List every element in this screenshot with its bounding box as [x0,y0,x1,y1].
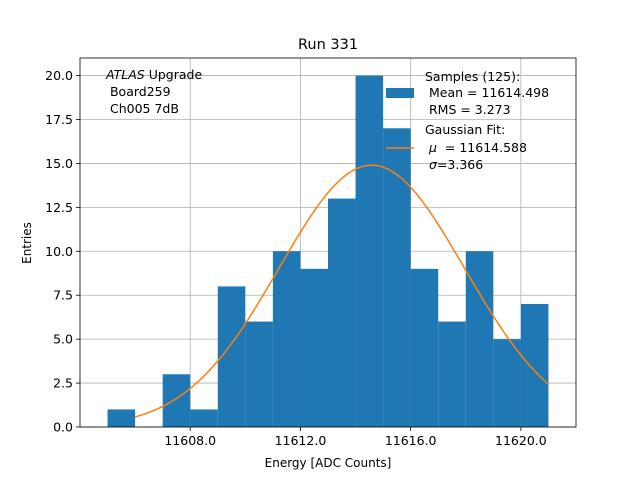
y-tick-label: 15.0 [45,156,73,171]
histogram-bar [300,268,328,427]
chart-title: Run 331 [298,37,358,53]
histogram-bar [438,321,466,427]
y-axis-label: Entries [20,222,34,264]
gaussian-fit-curve [134,164,549,418]
y-tick-label: 12.5 [45,200,73,215]
legend-hist-rms: RMS = 3.273 [425,102,511,117]
y-tick-label: 0.0 [53,420,73,435]
x-tick-label: 11620.0 [495,433,547,448]
histogram-bar [465,251,494,427]
svg-text:ATLAS Upgrade: ATLAS Upgrade [105,67,202,82]
histogram-bar [383,128,411,428]
histogram-bar [493,339,521,427]
annotation-line1: Upgrade [145,67,203,82]
legend: Samples (125): Mean = 11614.498 RMS = 3.… [386,69,549,172]
annotation-line2: Board259 [106,84,171,99]
y-tick-label: 20.0 [45,68,73,83]
histogram-bar [190,409,218,427]
plot-frame [79,57,577,428]
legend-fit-sigma: =3.366 [437,157,483,172]
histogram-bar [410,268,439,427]
experiment-annotation: ATLAS Upgrade Board259 Ch005 7dB [105,67,202,116]
svg-text:μ = 11614.588: μ = 11614.588 [428,140,527,155]
histogram-bar [328,198,356,427]
legend-fit-sigma-symbol: σ [429,157,438,172]
legend-fit-title: Gaussian Fit: [425,122,505,137]
x-axis-ticks: 11608.0 11612.0 11616.0 11620.0 [164,427,547,448]
y-tick-label: 5.0 [53,332,73,347]
annotation-italic: ATLAS [105,67,145,82]
histogram-bar [217,286,246,427]
x-tick-label: 11612.0 [275,433,327,448]
legend-fit-mu-symbol: μ [428,140,437,155]
x-tick-label: 11608.0 [164,433,216,448]
histogram-bar [272,251,301,427]
histogram-bar [162,374,191,427]
y-tick-label: 17.5 [45,112,73,127]
histogram-bar [245,321,273,427]
legend-hist-mean: Mean = 11614.498 [425,85,549,100]
legend-hist-title: Samples (125): [425,69,520,84]
y-tick-label: 2.5 [53,376,73,391]
annotation-line3: Ch005 7dB [106,101,179,116]
y-tick-label: 7.5 [53,288,73,303]
y-axis-ticks: 0.0 2.5 5.0 7.5 10.0 12.5 15.0 17.5 20.0 [45,68,80,435]
histogram-bar [107,409,136,427]
x-axis-label: Energy [ADC Counts] [265,456,392,470]
y-tick-label: 10.0 [45,244,73,259]
svg-text:σ=3.366: σ=3.366 [429,157,483,172]
histogram-bars [107,75,549,428]
legend-fit-mu: = 11614.588 [437,140,527,155]
x-tick-label: 11616.0 [385,433,437,448]
histogram-bar [520,304,549,427]
legend-hist-swatch [386,88,414,98]
histogram-bar [355,75,384,428]
